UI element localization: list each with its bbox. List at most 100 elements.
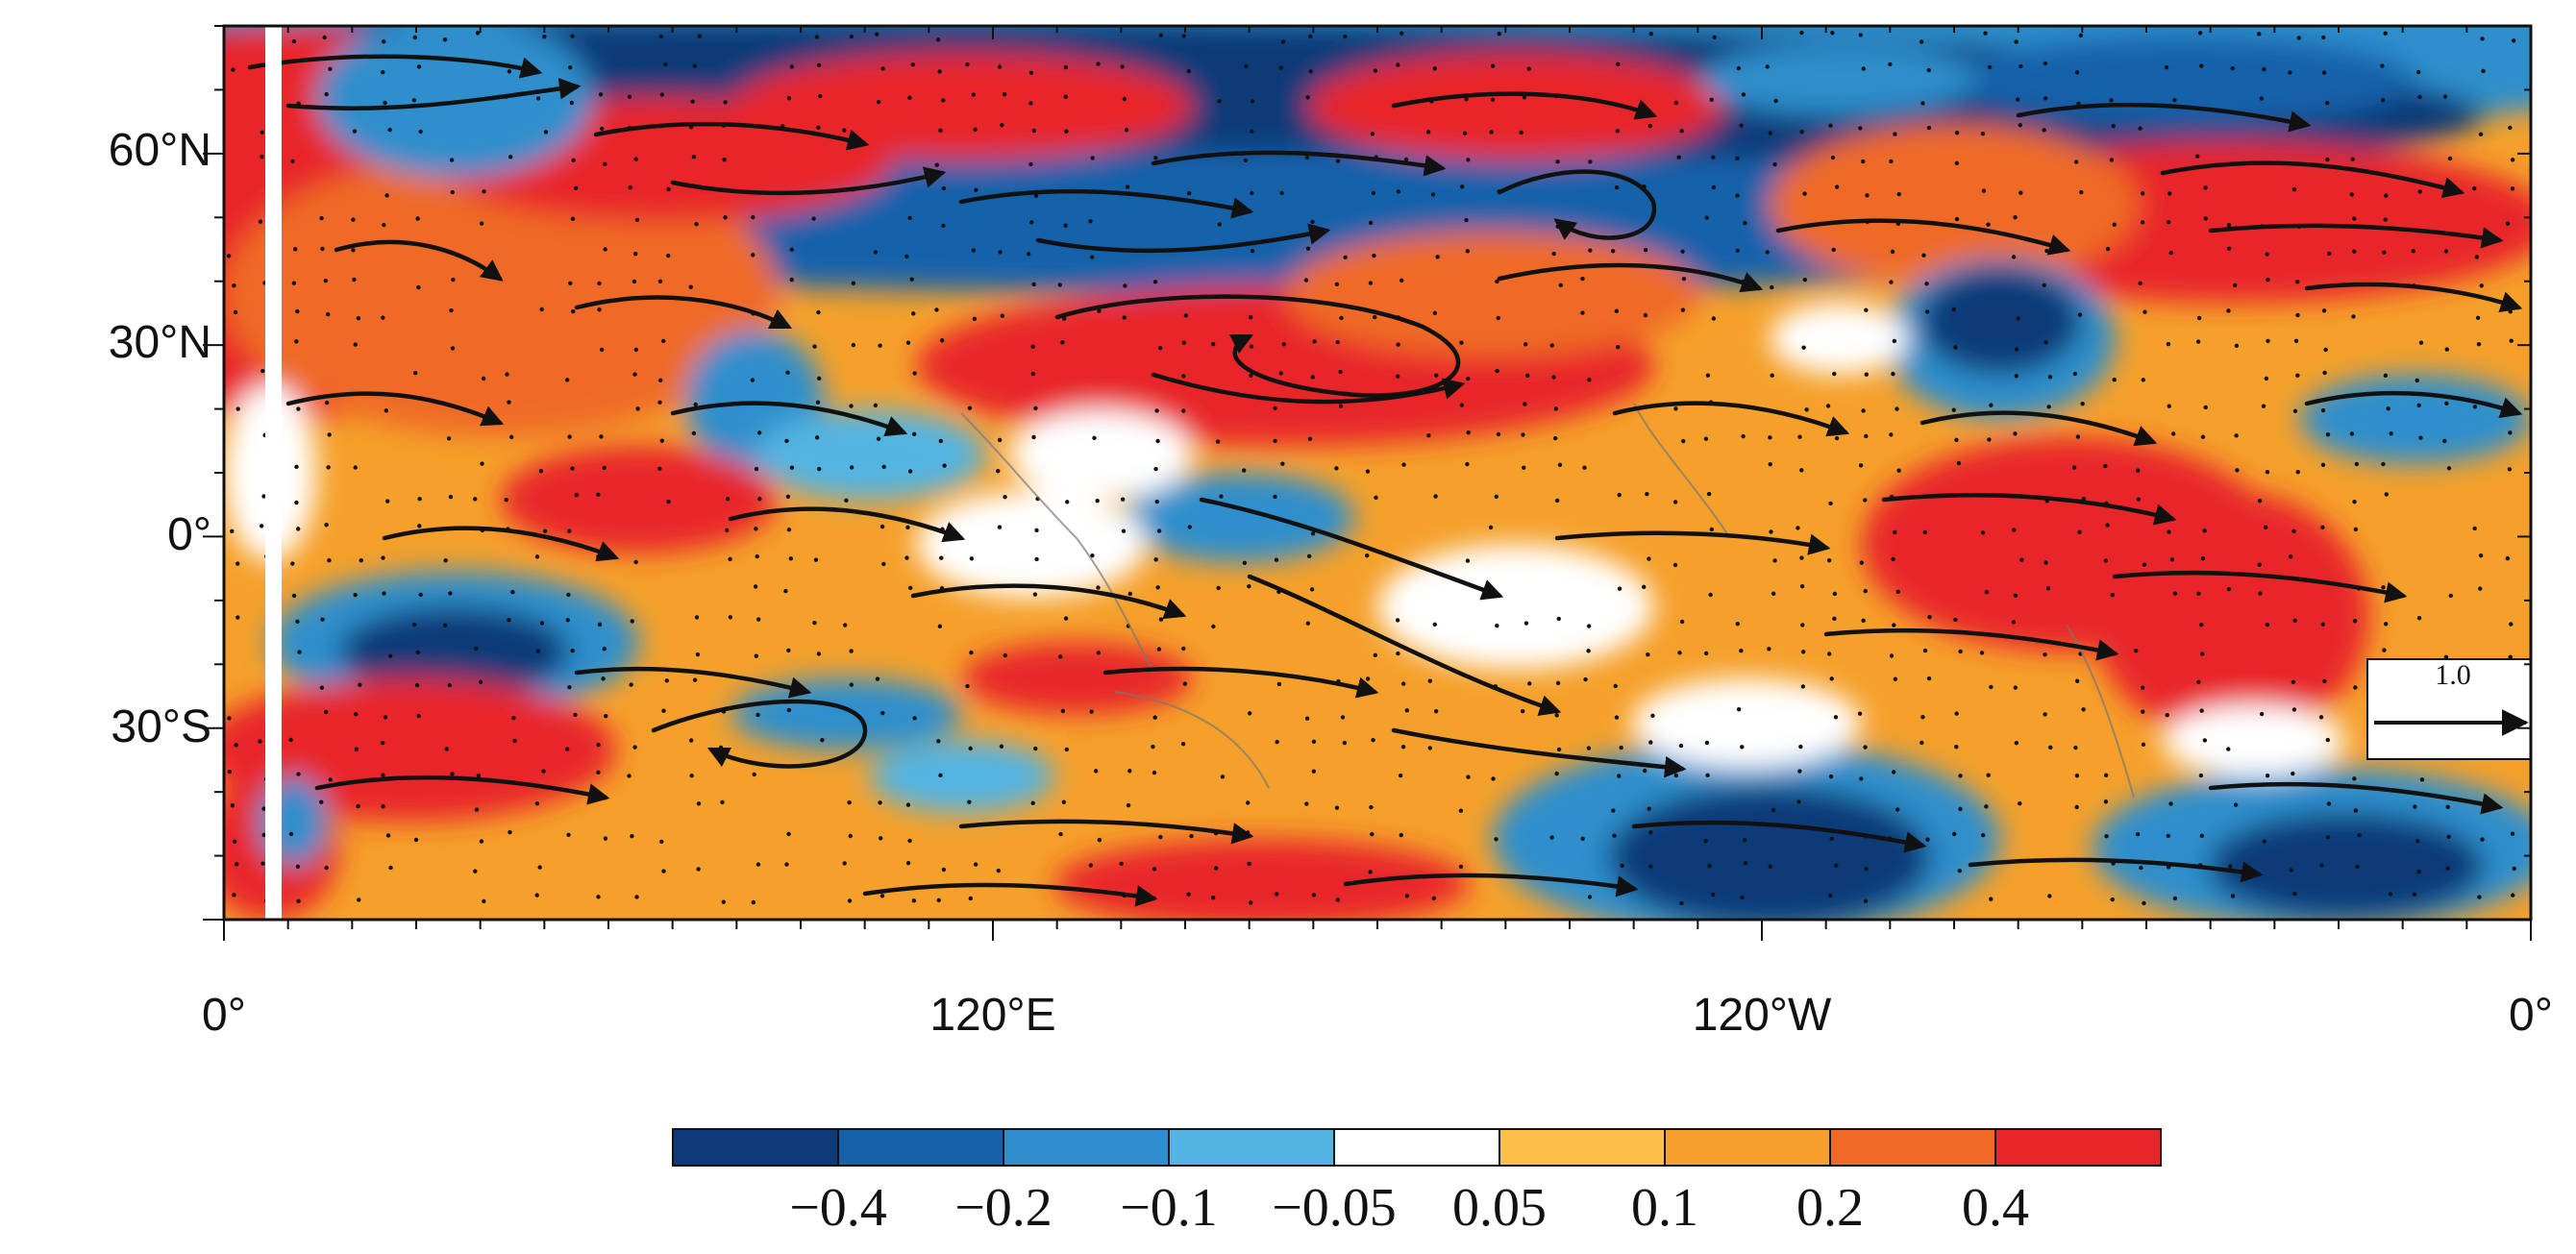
wind-streamline — [1391, 91, 1658, 120]
wind-streamlines — [247, 54, 2523, 907]
reference-vector-box: 1.0 — [2366, 658, 2532, 760]
wind-streamline — [1497, 262, 1764, 293]
wind-streamline — [1497, 169, 1657, 240]
wind-streamline — [285, 391, 505, 427]
anomaly-patch — [870, 741, 1054, 813]
anomaly-patch — [1008, 409, 1193, 500]
anomaly-patch — [1700, 43, 1977, 115]
y-tick-label-30s: 30°S — [111, 701, 211, 752]
colorbar-labels: −0.4 −0.2 −0.1 −0.05 0.05 0.1 0.2 0.4 — [789, 1178, 2029, 1238]
wind-streamline — [574, 666, 812, 699]
anomaly-patch — [2300, 374, 2531, 464]
y-tick-label-30n: 30°N — [109, 317, 211, 368]
wind-streamline — [1247, 574, 1562, 716]
wind-streamline — [958, 819, 1254, 845]
y-axis: 60°N 30°N 0° 30°S — [109, 125, 211, 752]
anomaly-patch — [1308, 52, 1723, 160]
anomaly-patch — [1285, 231, 1700, 357]
colorbar-box — [1003, 1128, 1170, 1167]
x-tick-label-360: 0° — [2509, 990, 2553, 1041]
anomaly-patch — [755, 409, 985, 500]
x-tick-label-120e: 120°E — [929, 990, 1055, 1041]
wind-streamline — [334, 239, 504, 282]
colorbar-tick-label: −0.05 — [1272, 1178, 1397, 1238]
wind-streamline — [670, 401, 908, 437]
wind-streamline — [1151, 150, 1447, 177]
colorbar-frame — [672, 1128, 2162, 1167]
colorbar-box — [1333, 1128, 1500, 1167]
wind-streamline — [382, 526, 620, 562]
anomaly-patch — [1377, 544, 1654, 670]
colorbar-box — [1829, 1128, 1996, 1167]
anomaly-patch — [731, 52, 1193, 160]
wind-streamline — [2304, 282, 2523, 312]
colorbar-box — [1499, 1128, 1666, 1167]
wind-streamline — [285, 78, 582, 111]
anomaly-patch — [1608, 785, 1931, 920]
wind-streamline — [1968, 857, 2264, 883]
colorbar-tick-label: 0.4 — [1962, 1178, 2029, 1238]
missing-data-strip — [265, 26, 282, 920]
significance-stippling — [226, 30, 2516, 906]
wind-streamline — [1035, 223, 1331, 254]
anomaly-patch — [1920, 267, 2081, 375]
wind-streamline — [670, 166, 947, 196]
wind-streamline — [2112, 570, 2408, 603]
wind-streamline — [1391, 727, 1687, 778]
anomaly-patch — [962, 642, 1193, 715]
wind-streamline — [2160, 160, 2465, 199]
colorbar-box — [837, 1128, 1004, 1167]
coastlines — [960, 403, 2135, 799]
colorbar-tick-label: −0.2 — [954, 1178, 1053, 1238]
colorbar-box — [1168, 1128, 1335, 1167]
wind-streamline — [1631, 820, 1927, 853]
x-tick-label-0: 0° — [202, 990, 246, 1041]
anomaly-patch — [2208, 812, 2485, 920]
wind-streamline — [651, 699, 868, 769]
x-axis: 0° 120°E 120°W 0° — [202, 990, 2553, 1041]
tick-marks — [203, 25, 2532, 941]
colorbar-box — [672, 1128, 839, 1167]
colorbar-tick-label: 0.1 — [1631, 1178, 1698, 1238]
colorbar-tick-label: −0.1 — [1120, 1178, 1218, 1238]
wind-streamline — [1775, 218, 2071, 256]
reference-vector-label: 1.0 — [2435, 659, 2471, 691]
anomaly-patch — [1770, 303, 1908, 375]
wind-streamline — [910, 583, 1187, 620]
anomaly-patch — [316, 26, 593, 179]
colorbar-tick-label: −0.4 — [789, 1178, 887, 1238]
wind-streamline — [862, 882, 1158, 907]
anomaly-patch — [224, 151, 778, 437]
wind-streamline — [593, 121, 870, 151]
y-tick-label-60n: 60°N — [109, 125, 211, 176]
anomaly-patch — [1631, 677, 1862, 768]
colorbar-box — [1664, 1128, 1831, 1167]
colorbar-box — [1994, 1128, 2162, 1167]
map-panel: 1.0 — [222, 24, 2533, 922]
anomaly-patch — [339, 606, 570, 697]
wind-streamline — [728, 506, 966, 543]
wind-streamline — [958, 188, 1254, 219]
wind-streamline — [1823, 627, 2119, 661]
anomaly-patch — [2093, 490, 2369, 741]
anomaly-patch — [916, 490, 1147, 599]
anomaly-patch — [1770, 124, 2139, 285]
wind-streamline — [574, 295, 793, 330]
anomaly-patch — [1054, 839, 1470, 920]
colorbar-tick-label: 0.2 — [1796, 1178, 1864, 1238]
wind-streamline — [1054, 294, 1461, 398]
wind-streamline — [1199, 497, 1504, 601]
wind-streamline — [1151, 372, 1466, 405]
wind-streamline — [247, 54, 543, 79]
wind-streamline — [1102, 666, 1379, 699]
anomaly-patch — [731, 677, 962, 750]
colorbar-tick-label: 0.05 — [1452, 1178, 1547, 1238]
anomaly-patch — [501, 446, 778, 553]
wind-streamline — [314, 775, 610, 805]
colorbar-boxes — [672, 1128, 2162, 1167]
wind-streamline — [2208, 223, 2504, 249]
anomaly-patch — [1954, 35, 2415, 125]
wind-streamline — [2208, 781, 2504, 815]
colorbar: −0.4 −0.2 −0.1 −0.05 0.05 0.1 0.2 0.4 — [672, 1128, 2162, 1238]
